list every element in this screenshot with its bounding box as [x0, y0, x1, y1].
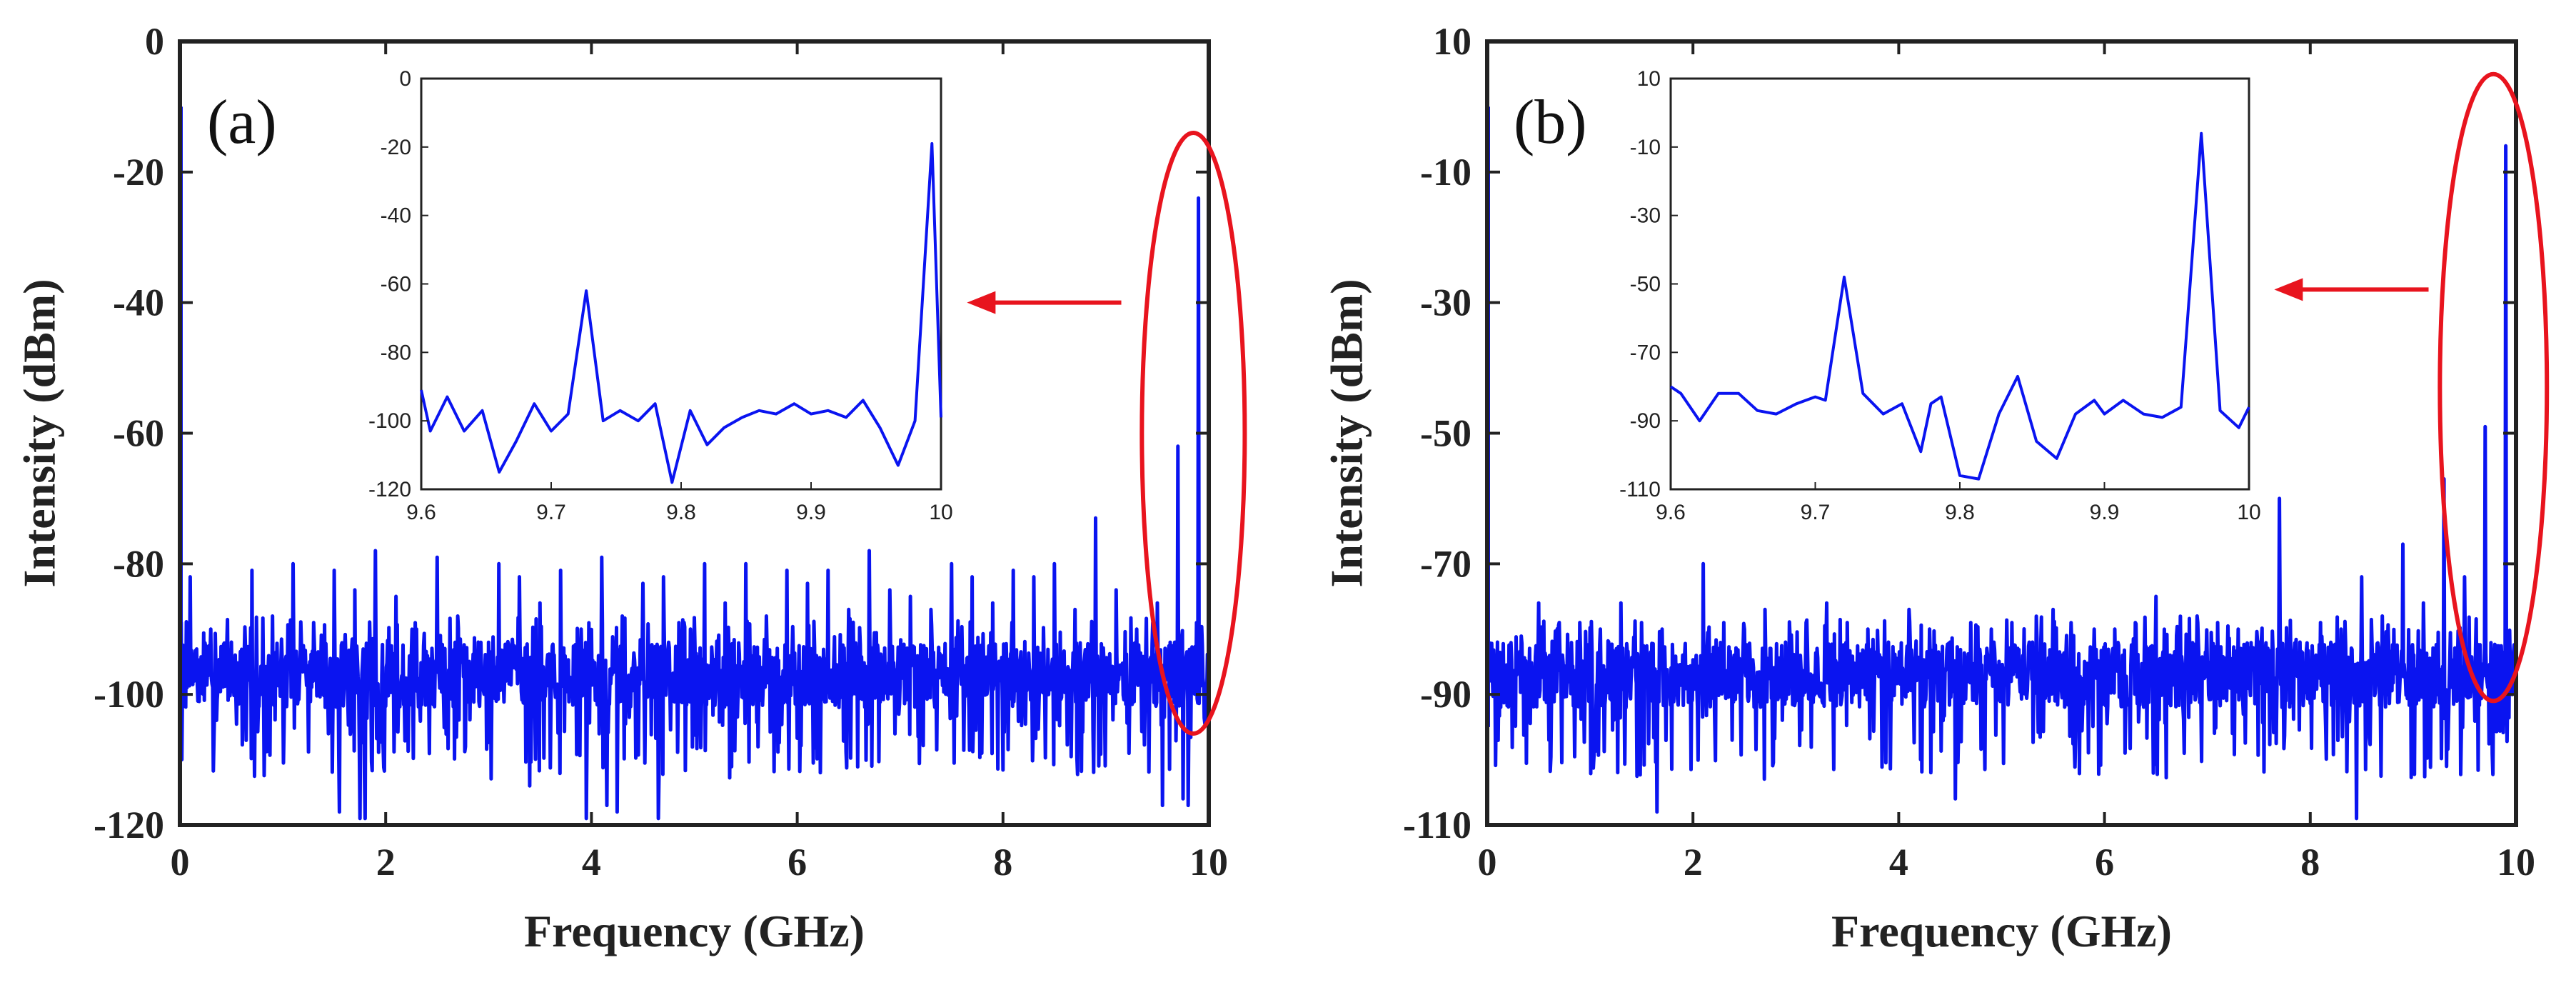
inset-y-tick-label: -40 [381, 204, 411, 228]
inset-y-tick-label: -90 [1630, 409, 1661, 433]
inset-trace [420, 142, 942, 484]
y-tick-label: -50 [1420, 412, 1471, 455]
x-tick-label: 0 [1478, 841, 1497, 884]
inset-axes-frame [420, 77, 942, 491]
inset-y-tick-label: -10 [1630, 136, 1661, 159]
x-tick-label: 2 [1684, 841, 1703, 884]
inset-x-tick-label: 9.9 [796, 501, 826, 524]
x-tick-label: 6 [2095, 841, 2114, 884]
y-tick-label: 0 [145, 20, 164, 63]
y-axis-title: Intensity (dBm) [1322, 279, 1372, 587]
y-tick-label: -120 [94, 804, 164, 846]
inset-x-tick-label: 10 [929, 501, 952, 524]
arrow-head [967, 291, 996, 314]
y-tick-label: -30 [1420, 281, 1471, 324]
x-tick-label: 2 [376, 841, 396, 884]
inset-trace [1669, 131, 2250, 481]
y-axis-title: Intensity (dBm) [14, 279, 65, 587]
highlight-ellipse [2437, 71, 2550, 704]
x-tick-label: 0 [171, 841, 190, 884]
y-tick-label: -100 [94, 673, 164, 716]
x-tick-label: 4 [1889, 841, 1908, 884]
x-tick-label: 6 [788, 841, 807, 884]
x-tick-label: 4 [582, 841, 601, 884]
y-tick-label: -70 [1420, 542, 1471, 585]
inset-x-tick-label: 9.6 [406, 501, 436, 524]
inset-y-tick-label: -50 [1630, 273, 1661, 296]
inset-axes-frame [1669, 77, 2250, 491]
y-tick-label: -80 [113, 542, 164, 585]
x-tick-label: 10 [1189, 841, 1228, 884]
inset-x-tick-label: 9.7 [536, 501, 566, 524]
inset-y-tick-label: -70 [1630, 341, 1661, 364]
x-tick-label: 8 [2300, 841, 2320, 884]
panel-a: 0 2 4 6 8 10 0 -20 -40 -60 -80 -100 -120 Frequency (G… [14, 20, 1247, 956]
arrow-head [2274, 278, 2303, 301]
inset-x-tick-label: 9.8 [1945, 501, 1975, 524]
inset-y-tick-label: -80 [381, 341, 411, 364]
x-axis-title: Frequency (GHz) [524, 906, 865, 956]
inset-y-tick-label: -110 [1619, 478, 1661, 501]
inset-y-tick-label: -30 [1630, 204, 1661, 228]
highlight-ellipse [1139, 130, 1247, 736]
spectrum-trace [178, 106, 1211, 821]
inset-y-tick-label: 0 [399, 67, 411, 91]
y-tick-label: -60 [113, 412, 164, 455]
panel-b: 0 2 4 6 8 10 10 -10 -30 -50 -70 -90 -110 Frequency (G… [1322, 20, 2550, 956]
inset-y-tick-label: -60 [381, 273, 411, 296]
panel-label: (b) [1514, 88, 1587, 157]
spectrum-trace [1485, 106, 2518, 821]
y-tick-label: -40 [113, 281, 164, 324]
inset-x-tick-label: 9.6 [1656, 501, 1686, 524]
y-tick-label: -20 [113, 151, 164, 194]
y-tick-label: -110 [1403, 804, 1471, 846]
inset-y-tick-label: -20 [381, 136, 411, 159]
y-tick-label: 10 [1433, 20, 1471, 63]
x-tick-label: 10 [2497, 841, 2535, 884]
inset-y-tick-label: -120 [368, 478, 411, 501]
inset-x-tick-label: 9.9 [2090, 501, 2120, 524]
inset-y-tick-label: 10 [1637, 67, 1661, 91]
inset-x-tick-label: 9.7 [1801, 501, 1831, 524]
inset-y-tick-label: -100 [368, 409, 411, 433]
inset-x-tick-label: 9.8 [666, 501, 696, 524]
panel-label: (a) [207, 88, 277, 157]
y-tick-label: -10 [1420, 151, 1471, 194]
y-tick-label: -90 [1420, 673, 1471, 716]
x-tick-label: 8 [993, 841, 1012, 884]
x-axis-title: Frequency (GHz) [1831, 906, 2172, 956]
inset-x-tick-label: 10 [2237, 501, 2260, 524]
